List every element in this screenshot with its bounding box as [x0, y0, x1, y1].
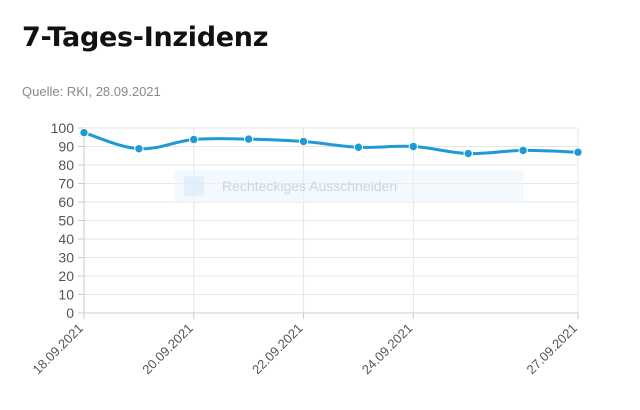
- y-tick-label: 40: [58, 231, 74, 247]
- data-point: [189, 134, 199, 145]
- y-tick-label: 30: [58, 250, 74, 266]
- data-point: [573, 147, 583, 157]
- data-point: [463, 148, 473, 159]
- data-point: [243, 134, 254, 144]
- x-tick-label: 24.09.2021: [359, 321, 416, 378]
- chart-grid: [83, 127, 579, 314]
- x-tick-label: 22.09.2021: [249, 321, 306, 378]
- series-line: [82, 131, 580, 156]
- x-tick-label: 27.09.2021: [523, 321, 580, 378]
- chart-source: Quelle: RKI, 28.09.2021: [22, 84, 161, 99]
- y-tick-label: 20: [58, 268, 74, 284]
- x-axis-labels: 18.09.2021 20.09.2021 22.09.2021 24.09.2021…: [29, 321, 580, 378]
- chart-axes: [78, 127, 579, 319]
- y-tick-label: 90: [58, 139, 74, 155]
- data-point: [134, 144, 144, 154]
- y-tick-label: 60: [58, 194, 74, 210]
- data-series: [79, 127, 583, 159]
- x-tick-label: 20.09.2021: [139, 321, 196, 378]
- data-point: [408, 141, 419, 152]
- y-axis-labels: 0 10 20 30 40 50 60 70 80 90 100: [51, 120, 75, 321]
- y-tick-label: 10: [58, 287, 74, 303]
- chart-title: 7-Tages-Inzidenz: [22, 22, 269, 53]
- y-tick-label: 50: [58, 213, 74, 229]
- data-point: [518, 145, 528, 156]
- y-tick-label: 100: [51, 120, 75, 136]
- data-point: [353, 142, 364, 152]
- x-tick-label: 18.09.2021: [29, 321, 86, 378]
- y-tick-label: 80: [58, 157, 74, 173]
- overlay-label: Rechteckiges Ausschneiden: [222, 178, 398, 194]
- data-point: [298, 136, 309, 147]
- y-tick-label: 0: [66, 305, 74, 321]
- scissors-icon: [184, 176, 204, 196]
- snipping-overlay: Rechteckiges Ausschneiden: [174, 170, 524, 202]
- data-point: [79, 127, 89, 138]
- y-tick-label: 70: [58, 176, 74, 192]
